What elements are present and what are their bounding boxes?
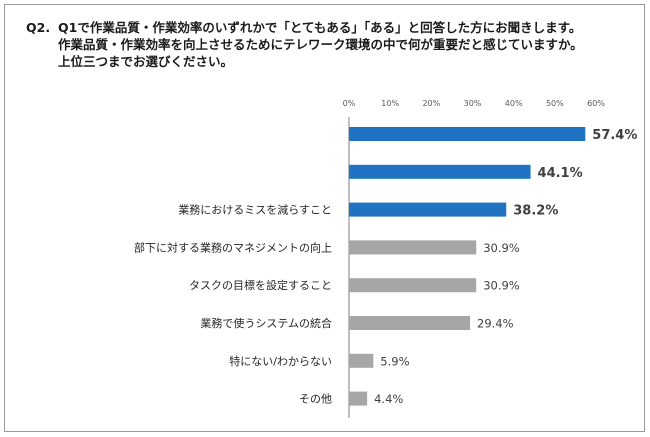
- bar: [349, 202, 507, 217]
- category-label: 特にない/わからない: [229, 354, 332, 368]
- bar: [349, 240, 477, 255]
- bar: [349, 316, 471, 330]
- x-tick-label: 50%: [546, 99, 564, 108]
- question-text: Q1で作業品質・作業効率のいずれかで「とてもある」「ある」と回答した方にお聞きし…: [58, 19, 583, 70]
- category-label: 業務で使うシステムの統合: [200, 316, 332, 330]
- x-tick-label: 60%: [587, 99, 605, 108]
- data-label: 57.4%: [592, 128, 637, 143]
- question-number: Q2.: [26, 20, 51, 35]
- x-tick-label: 30%: [464, 99, 482, 108]
- data-label: 4.4%: [374, 392, 403, 406]
- question-line-3: 上位三つまでお選びください。: [58, 54, 234, 69]
- bar: [349, 391, 368, 406]
- data-label: 29.4%: [477, 317, 514, 331]
- data-label: 30.9%: [483, 279, 520, 293]
- question-line-2: 作業品質・作業効率を向上させるためにテレワーク環境の中で何が重要だと感じています…: [58, 37, 583, 52]
- category-label: 業務におけるミスを減らすこと: [178, 203, 332, 217]
- x-tick-label: 20%: [422, 99, 440, 108]
- x-tick-label: 0%: [343, 99, 356, 108]
- bar: [349, 127, 586, 141]
- data-label: 30.9%: [483, 241, 520, 255]
- bar: [349, 164, 531, 179]
- question-line-1: Q1で作業品質・作業効率のいずれかで「とてもある」「ある」と回答した方にお聞きし…: [58, 20, 582, 35]
- category-label: その他: [299, 393, 332, 406]
- category-label: タスクの目標を設定すること: [189, 278, 332, 292]
- x-tick-label: 40%: [505, 99, 523, 108]
- data-label: 5.9%: [380, 354, 409, 368]
- data-label: 38.2%: [513, 204, 558, 219]
- x-tick-label: 10%: [381, 99, 399, 108]
- chart-frame: [4, 4, 645, 432]
- bar: [349, 278, 477, 293]
- data-label: 44.1%: [538, 166, 583, 181]
- bar: [349, 353, 374, 368]
- category-label: 部下に対する業務のマネジメントの向上: [134, 240, 332, 254]
